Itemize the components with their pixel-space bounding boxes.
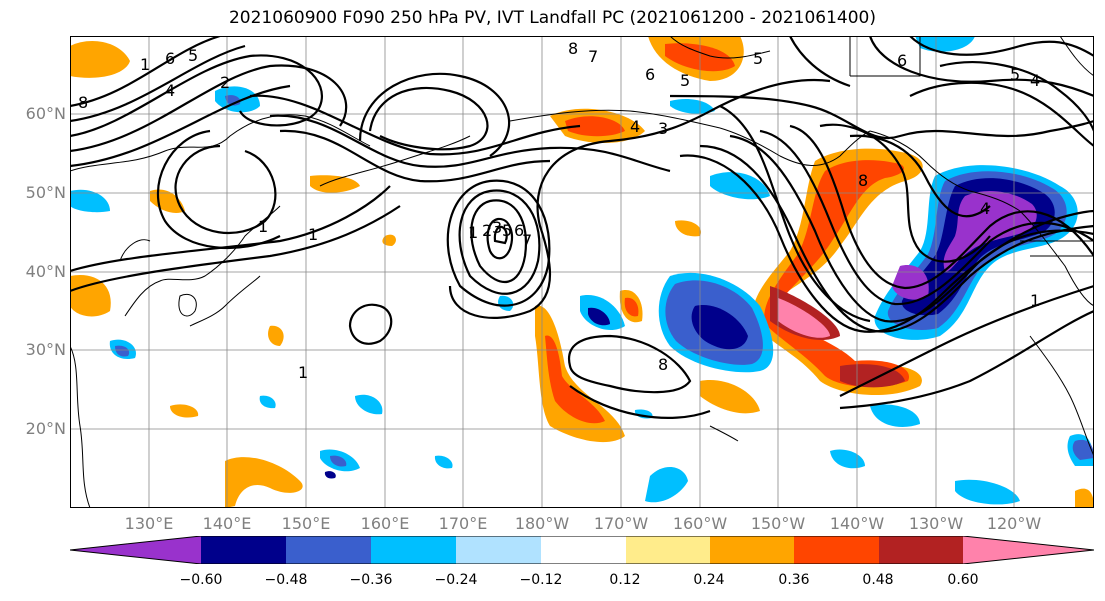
colorbar-tick: 0.12 <box>609 572 641 588</box>
contour-label: 8 <box>858 171 868 190</box>
colorbar-tick: 0.48 <box>862 572 894 588</box>
contour-label: 4 <box>630 117 640 136</box>
colorbar-segment <box>794 536 879 564</box>
colorbar-segment <box>541 536 626 564</box>
colorbar-segment <box>201 536 286 564</box>
contour-label: 5 <box>502 221 512 240</box>
colorbar-segment <box>371 536 456 564</box>
contour-label: 2 <box>482 221 492 240</box>
contour-label: 7 <box>522 231 532 250</box>
colorbar-segment <box>626 536 710 564</box>
colorbar-segment <box>70 536 201 564</box>
lon-label: 170°E <box>438 514 488 533</box>
contour-label: 3 <box>492 218 502 237</box>
shaded-anomalies <box>70 36 1094 508</box>
contour-label: 6 <box>897 51 907 70</box>
lon-label: 130°E <box>124 514 174 533</box>
map-border <box>70 36 1094 508</box>
colorbar-segment <box>710 536 794 564</box>
contour-label: 6 <box>645 65 655 84</box>
contour-label: 1 <box>298 363 308 382</box>
colorbar-tick: 0.24 <box>693 572 725 588</box>
contour-label: 4 <box>165 81 175 100</box>
colorbar-segment <box>286 536 371 564</box>
contour-label: 1 <box>258 217 268 236</box>
lat-label: 40°N <box>25 262 66 281</box>
contour-label: 1 <box>1030 291 1040 310</box>
lon-label: 140°E <box>202 514 252 533</box>
lat-label: 50°N <box>25 183 66 202</box>
colorbar-tick: 0.36 <box>778 572 810 588</box>
contour-label: 6 <box>514 221 524 240</box>
contour-label: 8 <box>658 355 668 374</box>
lon-label: 180°W <box>514 514 570 533</box>
colorbar-tick: −0.24 <box>434 572 478 588</box>
contour-label: 3 <box>658 119 668 138</box>
contour-label: 5 <box>188 46 198 65</box>
colorbar-segment <box>879 536 963 564</box>
contour-label: 4 <box>1030 71 1040 90</box>
lon-label: 150°W <box>750 514 806 533</box>
contour-label: 2 <box>220 73 230 92</box>
contour-label: 1 <box>468 223 478 242</box>
contour-label: 1 <box>308 225 318 244</box>
lon-label: 130°W <box>908 514 964 533</box>
colorbar-tick: −0.36 <box>349 572 393 588</box>
lat-label: 30°N <box>25 340 66 359</box>
lat-label: 60°N <box>25 104 66 123</box>
colorbar-segment <box>963 536 1094 564</box>
contour-label: 5 <box>680 71 690 90</box>
lon-label: 160°E <box>360 514 410 533</box>
colorbar-tick: 0.60 <box>947 572 979 588</box>
contour-labels: 8 1 6 5 4 2 8 7 6 5 4 3 5 6 5 4 1 1 1 2 … <box>78 39 1040 382</box>
lon-label: 150°E <box>281 514 331 533</box>
contour-label: 7 <box>588 47 598 66</box>
colorbar-tick: −0.60 <box>179 572 223 588</box>
lon-label: 170°W <box>593 514 649 533</box>
lat-label: 20°N <box>25 419 66 438</box>
contour-label: 8 <box>568 39 578 58</box>
graticule <box>70 36 1094 508</box>
contour-label: 4 <box>980 199 990 218</box>
map-title: 2021060900 F090 250 hPa PV, IVT Landfall… <box>228 8 876 28</box>
colorbar <box>70 536 1094 564</box>
lon-label: 120°W <box>986 514 1042 533</box>
contour-label: 1 <box>140 55 150 74</box>
pv-contours <box>70 36 1094 419</box>
colorbar-tick: −0.48 <box>264 572 308 588</box>
map-panel: 8 1 6 5 4 2 8 7 6 5 4 3 5 6 5 4 1 1 1 2 … <box>70 36 1094 508</box>
contour-label: 6 <box>165 49 175 68</box>
colorbar-tick: −0.12 <box>519 572 563 588</box>
lon-label: 160°W <box>672 514 728 533</box>
coastlines <box>70 36 1094 508</box>
contour-label: 8 <box>78 93 88 112</box>
colorbar-segment <box>456 536 541 564</box>
contour-label: 5 <box>1010 65 1020 84</box>
contour-label: 5 <box>753 49 763 68</box>
lon-label: 140°W <box>829 514 885 533</box>
